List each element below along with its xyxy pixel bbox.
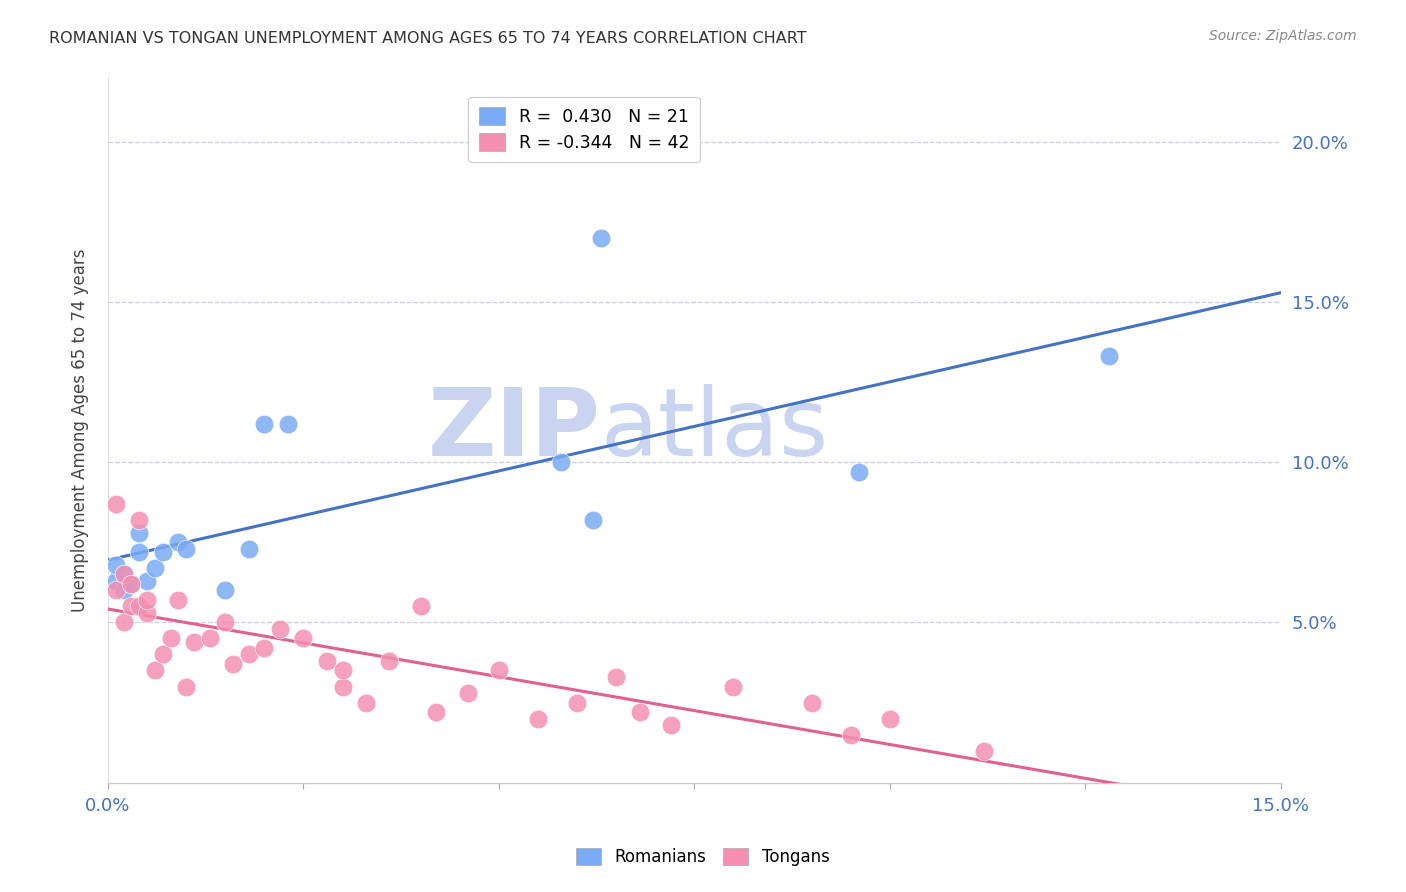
Point <box>136 574 159 588</box>
Point <box>378 654 401 668</box>
Point <box>1098 349 1121 363</box>
Point <box>159 632 181 646</box>
Point <box>879 712 901 726</box>
Point <box>253 417 276 431</box>
Legend: Romanians, Tongans: Romanians, Tongans <box>569 841 837 873</box>
Point <box>488 664 510 678</box>
Point <box>152 545 174 559</box>
Point <box>152 648 174 662</box>
Point <box>167 535 190 549</box>
Point <box>527 712 550 726</box>
Point <box>143 664 166 678</box>
Point <box>104 574 127 588</box>
Text: atlas: atlas <box>600 384 828 476</box>
Point <box>973 743 995 757</box>
Point <box>332 664 354 678</box>
Point <box>128 545 150 559</box>
Point <box>582 513 605 527</box>
Point <box>238 541 260 556</box>
Point <box>269 622 291 636</box>
Point <box>253 640 276 655</box>
Point <box>457 686 479 700</box>
Point <box>316 654 339 668</box>
Point <box>238 648 260 662</box>
Point <box>425 705 447 719</box>
Point <box>605 670 627 684</box>
Point <box>174 680 197 694</box>
Point <box>136 593 159 607</box>
Point <box>104 558 127 572</box>
Point <box>112 615 135 630</box>
Point <box>277 417 299 431</box>
Text: Source: ZipAtlas.com: Source: ZipAtlas.com <box>1209 29 1357 43</box>
Point <box>104 583 127 598</box>
Point <box>120 599 142 614</box>
Point <box>128 599 150 614</box>
Point <box>222 657 245 671</box>
Point <box>723 680 745 694</box>
Point <box>198 632 221 646</box>
Point <box>183 634 205 648</box>
Point <box>800 696 823 710</box>
Point <box>112 583 135 598</box>
Point <box>128 525 150 540</box>
Point <box>120 577 142 591</box>
Point <box>550 455 572 469</box>
Point <box>628 705 651 719</box>
Point <box>214 615 236 630</box>
Point <box>354 696 377 710</box>
Point <box>848 465 870 479</box>
Text: ROMANIAN VS TONGAN UNEMPLOYMENT AMONG AGES 65 TO 74 YEARS CORRELATION CHART: ROMANIAN VS TONGAN UNEMPLOYMENT AMONG AG… <box>49 31 807 46</box>
Point <box>136 606 159 620</box>
Y-axis label: Unemployment Among Ages 65 to 74 years: Unemployment Among Ages 65 to 74 years <box>72 248 89 612</box>
Legend: R =  0.430   N = 21, R = -0.344   N = 42: R = 0.430 N = 21, R = -0.344 N = 42 <box>468 96 700 162</box>
Point <box>120 577 142 591</box>
Text: ZIP: ZIP <box>427 384 600 476</box>
Point <box>104 497 127 511</box>
Point <box>174 541 197 556</box>
Point <box>214 583 236 598</box>
Point <box>292 632 315 646</box>
Point <box>143 561 166 575</box>
Point <box>565 696 588 710</box>
Point <box>112 567 135 582</box>
Point <box>589 231 612 245</box>
Point <box>128 513 150 527</box>
Point <box>659 718 682 732</box>
Point <box>112 567 135 582</box>
Point <box>839 728 862 742</box>
Point <box>332 680 354 694</box>
Point <box>409 599 432 614</box>
Point <box>167 593 190 607</box>
